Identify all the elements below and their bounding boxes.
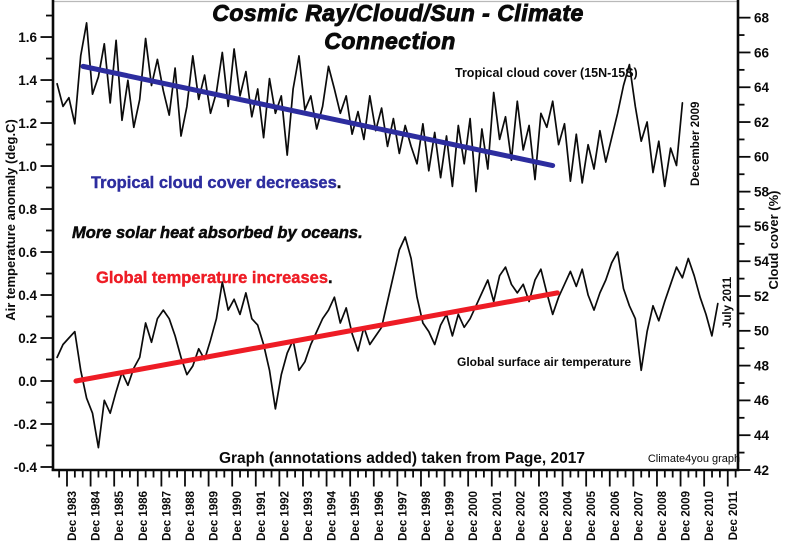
x-tick-label: Dec 1990 [232, 491, 244, 541]
right-tick-label: 68 [754, 10, 770, 25]
x-tick-label: Dec 2010 [704, 491, 716, 541]
x-tick-label: Dec 1999 [445, 491, 457, 541]
x-tick-label: Dec 1998 [421, 490, 433, 540]
right-tick-label: 52 [754, 289, 769, 304]
right-tick-label: 46 [754, 393, 770, 408]
x-tick-label: Dec 2009 [681, 491, 693, 541]
cloud-cover-series [56, 22, 684, 193]
x-tick-label: Dec 1997 [397, 491, 409, 541]
solar-heat-note: More solar heat absorbed by oceans. [72, 224, 363, 242]
x-tick-label: Dec 1993 [303, 491, 315, 541]
x-tick-label: Dec 1987 [161, 491, 173, 541]
right-tick-label: 42 [754, 463, 769, 478]
left-tick-label: 1.2 [18, 116, 37, 131]
left-tick-label: 0.8 [18, 202, 37, 217]
x-tick-label: Dec 2002 [515, 491, 527, 541]
right-tick-label: 58 [754, 184, 770, 199]
cloud-cover-trend [80, 63, 556, 169]
cloud-decrease-note-text: Tropical cloud cover decreases [91, 174, 337, 192]
left-tick-label: 0.6 [18, 245, 37, 260]
x-tick-label: Dec 1986 [138, 491, 150, 541]
source-note: Graph (annotations added) taken from Pag… [219, 450, 585, 467]
x-tick-label: Dec 1995 [350, 490, 362, 540]
data-series [56, 22, 719, 449]
right-tick-label: 44 [754, 428, 770, 443]
temperature-increase-note-period: . [328, 269, 333, 287]
left-tick-label: 1.4 [18, 73, 37, 88]
temp-end-date-label: July 2011 [722, 276, 734, 328]
cloud-decrease-note: Tropical cloud cover decreases. [91, 174, 341, 192]
left-tick-label: 0.4 [18, 288, 37, 303]
right-axis-title: Cloud cover (%) [766, 191, 781, 290]
chart-title-line2: Connection [324, 28, 456, 54]
axis-ticks: 1.6 1.4 1.2 1.0 0.8 0.6 0.4 0.2 0.0 -0.2 -0.4 68 66 6… [14, 10, 770, 540]
right-tick-label: 50 [754, 324, 769, 339]
x-tick-label: Dec 1988 [185, 490, 197, 540]
cloud-decrease-note-period: . [337, 174, 342, 192]
left-axis-title: Air temperature anomaly (deg.C) [3, 119, 18, 321]
x-tick-label: Dec 1991 [256, 490, 268, 540]
x-tick-label: Dec 1984 [91, 490, 103, 540]
trend-lines [73, 63, 560, 384]
temp-series-label: Global surface air temperature [457, 355, 631, 369]
air-temperature-series [56, 236, 719, 449]
x-tick-label: Dec 1996 [374, 491, 386, 541]
right-tick-label: 48 [754, 358, 770, 373]
x-tick-label: Dec 1992 [279, 491, 291, 541]
chart-title-line1: Cosmic Ray/Cloud/Sun - Climate [212, 0, 584, 26]
x-tick-label: Dec 2007 [633, 491, 645, 541]
x-tick-label: Dec 1985 [114, 490, 126, 540]
temperature-increase-note-text: Global temperature increases [96, 269, 328, 287]
temperature-increase-note: Global temperature increases. [96, 269, 333, 287]
x-tick-label: Dec 2004 [563, 490, 575, 540]
right-tick-label: 62 [754, 115, 769, 130]
left-tick-label: -0.4 [14, 460, 38, 475]
right-tick-label: 56 [754, 219, 770, 234]
x-tick-label: Dec 1994 [327, 490, 339, 540]
left-tick-label: 1.6 [18, 30, 37, 45]
left-tick-label: 0.0 [18, 374, 37, 389]
cloud-series-label: Tropical cloud cover (15N-15S) [455, 66, 638, 80]
right-tick-label: 64 [754, 80, 770, 95]
x-tick-label: Dec 1983 [67, 491, 79, 541]
right-tick-label: 60 [754, 150, 769, 165]
cloud-end-date-label: December 2009 [690, 102, 702, 186]
x-tick-label: Dec 2001 [492, 490, 504, 540]
x-tick-label: Dec 1989 [209, 491, 221, 541]
x-tick-label: Dec 2008 [657, 490, 669, 540]
left-tick-label: 0.2 [18, 331, 37, 346]
temperature-trend [73, 290, 560, 384]
credit-note: Climate4you graph [648, 453, 740, 465]
left-tick-label: 1.0 [18, 159, 37, 174]
right-tick-label: 66 [754, 45, 770, 60]
x-tick-label: Dec 2005 [586, 490, 598, 540]
x-tick-label: Dec 2003 [539, 491, 551, 541]
left-tick-label: -0.2 [14, 417, 37, 432]
x-tick-label: Dec 2000 [468, 491, 480, 541]
right-tick-label: 54 [754, 254, 770, 269]
x-tick-label: Dec 2011 [728, 490, 740, 540]
x-tick-label: Dec 2006 [610, 491, 622, 541]
